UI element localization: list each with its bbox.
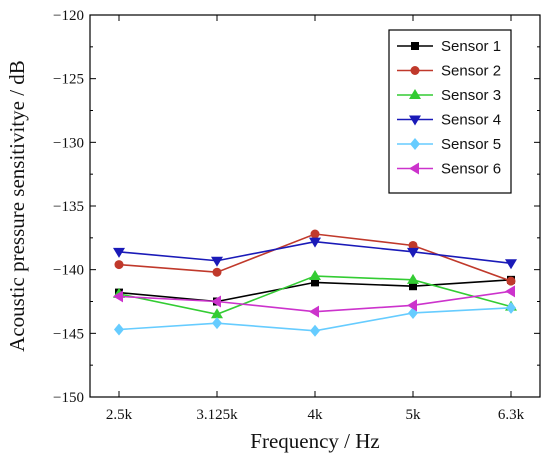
y-tick-label: −130 <box>53 135 84 151</box>
data-point <box>311 278 319 287</box>
data-point <box>212 317 222 330</box>
legend-label: Sensor 4 <box>441 112 501 129</box>
data-point <box>505 259 517 270</box>
legend-item: Sensor 6 <box>397 161 501 178</box>
x-axis-title: Frequency / Hz <box>250 429 379 453</box>
data-point <box>114 323 124 336</box>
legend-item: Sensor 4 <box>397 112 501 129</box>
y-tick-label: −135 <box>53 199 84 215</box>
data-point <box>212 267 222 277</box>
data-point <box>407 299 417 312</box>
data-point <box>408 240 418 250</box>
data-point <box>407 247 419 258</box>
y-axis-title: Acoustic pressure sensitivitye / dB <box>5 60 29 352</box>
y-tick-label: −145 <box>53 326 84 342</box>
series-4 <box>113 237 517 270</box>
legend-marker <box>411 42 419 50</box>
legend-item: Sensor 3 <box>397 87 501 104</box>
legend-item: Sensor 5 <box>397 136 501 153</box>
data-point <box>506 276 516 286</box>
legend: Sensor 1 Sensor 2 Sensor 3 Sensor 4 Sensor 5… <box>388 29 512 194</box>
series-layer <box>113 229 517 337</box>
x-tick-label: 4k <box>308 407 324 423</box>
data-point <box>211 308 223 319</box>
legend-item: Sensor 1 <box>397 38 501 55</box>
y-tick-label: −120 <box>53 8 84 24</box>
data-point <box>309 305 319 318</box>
legend-label: Sensor 5 <box>441 136 501 153</box>
legend-label: Sensor 3 <box>441 87 501 104</box>
x-tick-label: 3.125k <box>196 407 238 423</box>
legend-marker <box>410 66 420 75</box>
data-point <box>505 285 515 298</box>
data-point <box>310 324 320 337</box>
data-point <box>409 282 417 291</box>
legend-label: Sensor 1 <box>441 38 501 55</box>
x-tick-label: 6.3k <box>498 407 525 423</box>
legend-label: Sensor 6 <box>441 161 501 178</box>
data-point <box>113 247 125 258</box>
x-axis: 2.5k 3.125k 4k 5k 6.3k <box>106 15 525 423</box>
data-point <box>211 295 221 308</box>
legend-marker <box>409 162 419 175</box>
data-point <box>309 237 321 248</box>
series-2 <box>114 229 516 286</box>
legend-item: Sensor 2 <box>397 63 501 80</box>
legend-box <box>388 29 512 194</box>
y-tick-label: −125 <box>53 72 84 88</box>
y-axis: −150 −145 −140 −135 −130 −125 −120 <box>53 8 540 406</box>
data-point <box>506 301 516 314</box>
data-point <box>114 260 124 270</box>
x-tick-label: 2.5k <box>106 407 133 423</box>
data-point <box>211 256 223 267</box>
data-point <box>113 290 123 303</box>
x-tick-label: 5k <box>406 407 422 423</box>
y-tick-label: −150 <box>53 390 84 406</box>
series-5 <box>114 301 516 337</box>
legend-marker <box>410 138 420 150</box>
legend-marker <box>409 115 421 126</box>
legend-label: Sensor 2 <box>441 63 501 80</box>
data-point <box>310 229 320 239</box>
data-point <box>309 270 321 281</box>
data-point <box>407 273 419 284</box>
series-6 <box>113 285 515 318</box>
legend-marker <box>409 89 421 99</box>
y-tick-label: −140 <box>53 263 84 279</box>
